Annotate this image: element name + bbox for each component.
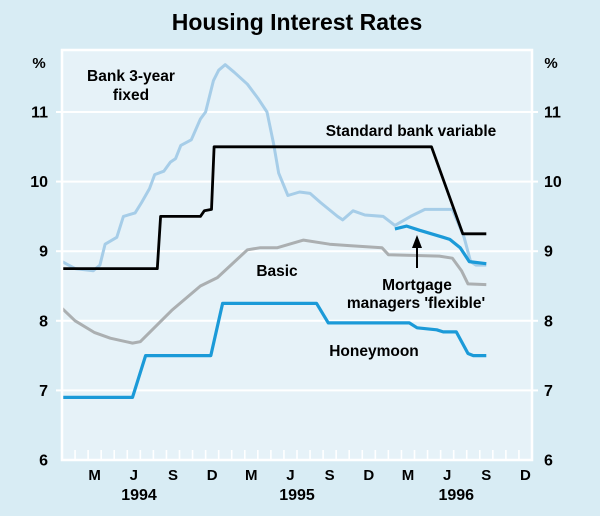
- series-lines: [60, 63, 487, 399]
- x-label-month-2: M: [88, 467, 101, 484]
- x-label-year-1994: 1994: [121, 487, 157, 504]
- label-bank-3-year-fixed-line1: Bank 3-year: [87, 68, 175, 85]
- label-honeymoon: Honeymoon: [329, 343, 419, 360]
- mortgage-managers-arrow: [412, 235, 422, 268]
- series-line-honeymoon: [62, 301, 487, 399]
- y-label-left-9: 9: [39, 244, 48, 261]
- y-label-left-11: 11: [31, 105, 48, 122]
- y-label-right-8: 8: [544, 313, 553, 330]
- plot-frame: [60, 48, 534, 462]
- y-axis-unit-right: %: [544, 55, 557, 72]
- x-label-year-1995: 1995: [279, 487, 315, 504]
- x-label-month-17: J: [286, 467, 294, 484]
- axis-ticks: [56, 111, 538, 459]
- x-label-month-32: S: [481, 467, 491, 484]
- x-label-month-11: D: [207, 467, 218, 484]
- y-axis-labels: 11 11 10 10 9 9 8 8 7 7 6 6: [30, 105, 562, 470]
- series-line-mortgage-managers-flexible-: [394, 224, 487, 266]
- gridlines: [62, 111, 532, 392]
- label-bank-3-year-fixed-line2: fixed: [113, 87, 149, 104]
- label-mortgage-managers-line1: Mortgage: [382, 277, 452, 294]
- plot-area: [62, 50, 532, 460]
- label-basic: Basic: [256, 263, 298, 280]
- y-label-right-6: 6: [544, 453, 553, 470]
- x-label-month-35: D: [520, 467, 531, 484]
- chart-title: Housing Interest Rates: [172, 9, 423, 35]
- x-label-month-26: M: [402, 467, 415, 484]
- series-line-standard-bank-variable: [62, 145, 487, 271]
- y-label-right-9: 9: [544, 244, 553, 261]
- x-label-month-23: D: [363, 467, 374, 484]
- series-line-basic: [60, 238, 487, 345]
- series-line-bank-3-year-fixed: [61, 63, 487, 273]
- y-label-right-10: 10: [544, 174, 562, 191]
- y-label-right-11: 11: [544, 105, 561, 122]
- y-label-right-7: 7: [544, 383, 553, 400]
- y-label-left-8: 8: [39, 313, 48, 330]
- x-label-month-14: M: [245, 467, 258, 484]
- y-label-left-10: 10: [30, 174, 48, 191]
- label-mortgage-managers-line2: managers 'flexible': [347, 295, 485, 312]
- x-label-month-20: S: [325, 467, 335, 484]
- x-label-year-1996: 1996: [438, 487, 474, 504]
- x-label-month-5: J: [130, 467, 138, 484]
- y-axis-unit-left: %: [32, 55, 45, 72]
- label-standard-bank-variable: Standard bank variable: [326, 123, 497, 140]
- x-label-month-29: J: [443, 467, 451, 484]
- y-label-left-6: 6: [39, 453, 48, 470]
- x-label-month-8: S: [168, 467, 178, 484]
- x-axis-labels: M J S D M J S D M J S D 1994 1995 1996: [88, 467, 531, 504]
- y-label-left-7: 7: [39, 383, 48, 400]
